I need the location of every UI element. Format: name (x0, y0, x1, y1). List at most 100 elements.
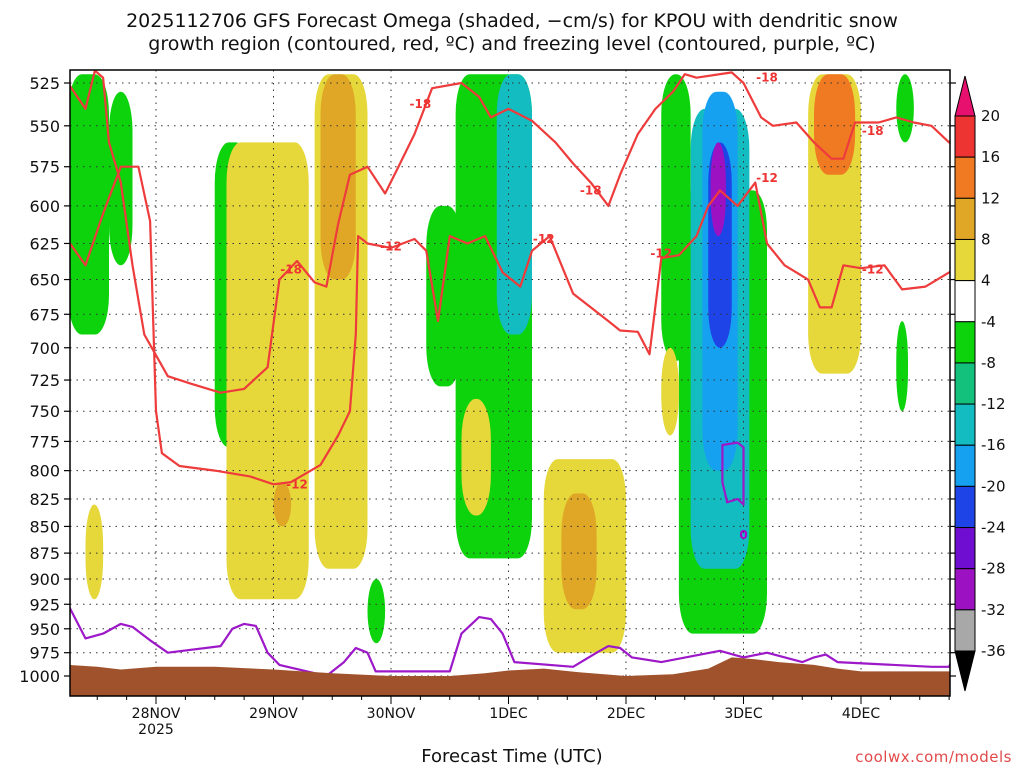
colorbar-label: 20 (981, 107, 1000, 125)
omega-region--8to-4 (896, 74, 914, 143)
y-tick-label: 625 (29, 234, 60, 253)
contour-labels: -18 -18 -18 -18 -18 -12 -12 -12 -12 -12 -12 0 (280, 71, 883, 542)
colorbar-bin (954, 321, 976, 364)
y-tick-label: 725 (29, 371, 60, 390)
colorbar-top-arrow (954, 75, 976, 117)
y-tick-label: 800 (29, 462, 60, 481)
y-tick-label: 850 (29, 517, 60, 536)
omega-region-8to12 (320, 74, 356, 280)
contour-label-dgz_bottom: -12 (533, 232, 555, 246)
omega-region-12to16 (814, 74, 856, 175)
contour-label-dgz_top: -18 (280, 263, 302, 277)
freezing-level-contour (70, 605, 950, 678)
colorbar-label: 8 (981, 230, 991, 248)
colorbar-label: 12 (981, 189, 1000, 207)
y-tick-label: 900 (29, 570, 60, 589)
y-tick-label: 950 (29, 620, 60, 639)
y-tick-label: 600 (29, 197, 60, 216)
y-tick-label: 700 (29, 339, 60, 358)
omega-region--8to-4 (367, 579, 386, 644)
contour-label-dgz_top: -18 (862, 124, 884, 138)
contour-label-dgz_top: -18 (410, 97, 432, 111)
colorbar-label: -32 (981, 601, 1006, 619)
plot-frame (69, 69, 951, 697)
omega-region-4to8 (661, 347, 679, 436)
colorbar-label: -16 (981, 436, 1006, 454)
x-tick-label: 1DEC (489, 706, 528, 722)
colorbar-label: -36 (981, 642, 1006, 660)
colorbar-bottom-arrow (954, 650, 976, 692)
omega-region--8to-4 (426, 205, 462, 387)
y-tick-label: 650 (29, 271, 60, 290)
y-tick-label: 825 (29, 490, 60, 509)
colorbar-bin (954, 238, 976, 282)
omega-region-8to12 (273, 482, 292, 527)
colorbar-legend: 20 16 12 8 4 -4 -8 -12 -16 -20 -24 -28 -32 -36 (954, 75, 1006, 692)
y-tick-label: 975 (29, 644, 60, 663)
freezing-level-closed-contour (721, 441, 745, 506)
x-tick-label: 28NOV (132, 706, 181, 722)
colorbar-bin (954, 444, 976, 487)
colorbar-label: -12 (981, 395, 1006, 413)
colorbar-bin (954, 485, 976, 529)
colorbar-bin (954, 156, 976, 199)
y-tick-label: 550 (29, 117, 60, 136)
colorbar-label: -28 (981, 560, 1006, 578)
x-tick-label: 4DEC (842, 706, 881, 722)
y-tick-label: 525 (29, 74, 60, 93)
terrain-fill (70, 657, 950, 696)
contour-label-dgz_bottom: -12 (380, 239, 402, 253)
contour-label-dgz_top: -18 (756, 71, 778, 85)
dgz-bottom-minus12-contour (70, 165, 950, 486)
x-tick-label: 3DEC (724, 706, 763, 722)
contour-label-dgz_top: -18 (580, 183, 602, 197)
y-tick-label: 875 (29, 544, 60, 563)
chart-title-line-2: growth region (contoured, red, ºC) and f… (148, 33, 876, 55)
colorbar-label: 16 (981, 148, 1000, 166)
colorbar-bin (954, 403, 976, 446)
contour-label-dgz_bottom: -12 (756, 171, 778, 185)
y-tick-label: 775 (29, 432, 60, 451)
colorbar-label: -24 (981, 519, 1006, 537)
colorbar-bin (954, 568, 976, 611)
y-tick-label: 575 (29, 158, 60, 177)
colorbar-label: -20 (981, 477, 1006, 495)
omega-shaded-field (70, 74, 914, 653)
y-tick-label: 925 (29, 595, 60, 614)
contour-label-freezing: 0 (739, 528, 747, 542)
omega-region-4to8 (85, 504, 104, 600)
x-axis-title: Forecast Time (UTC) (421, 746, 603, 767)
x-tick-label: 30NOV (367, 706, 416, 722)
y-tick-label: 750 (29, 402, 60, 421)
contour-label-dgz_bottom: -12 (862, 263, 884, 277)
omega-region--16to-12 (496, 74, 532, 335)
contour-label-dgz_bottom: -12 (286, 477, 308, 491)
y-tick-label: 1000 (19, 667, 60, 686)
colorbar-bin (954, 609, 976, 652)
colorbar-bin (954, 197, 976, 240)
contour-layer (70, 70, 950, 678)
colorbar-label: -8 (981, 354, 996, 372)
y-tick-label: 675 (29, 305, 60, 324)
omega-region-8to12 (561, 493, 597, 610)
omega-region--32to-28 (710, 142, 726, 237)
colorbar-bin (954, 115, 976, 158)
x-tick-label: 29NOV (249, 706, 298, 722)
y-axis-pressure: 525 550 575 600 625 650 675 700 725 750 775 800 825 8… (19, 74, 956, 686)
surface-terrain (70, 657, 950, 696)
colorbar-bin (954, 280, 976, 323)
omega-region--8to-4 (70, 74, 109, 335)
colorbar-bin (954, 527, 976, 570)
colorbar-bin (954, 362, 976, 405)
credit-link[interactable]: coolwx.com/models (855, 748, 1012, 766)
omega-region-4to8 (226, 142, 309, 600)
chart-title-line-1: 2025112706 GFS Forecast Omega (shaded, −… (126, 10, 898, 32)
colorbar-label: 4 (981, 272, 991, 290)
contour-label-dgz_bottom: -12 (650, 247, 672, 261)
x-tick-sublabel: 2025 (138, 722, 174, 738)
dgz-top-minus18-contour (70, 70, 950, 394)
omega-region--8to-4 (896, 321, 908, 412)
colorbar-label: -4 (981, 313, 996, 331)
